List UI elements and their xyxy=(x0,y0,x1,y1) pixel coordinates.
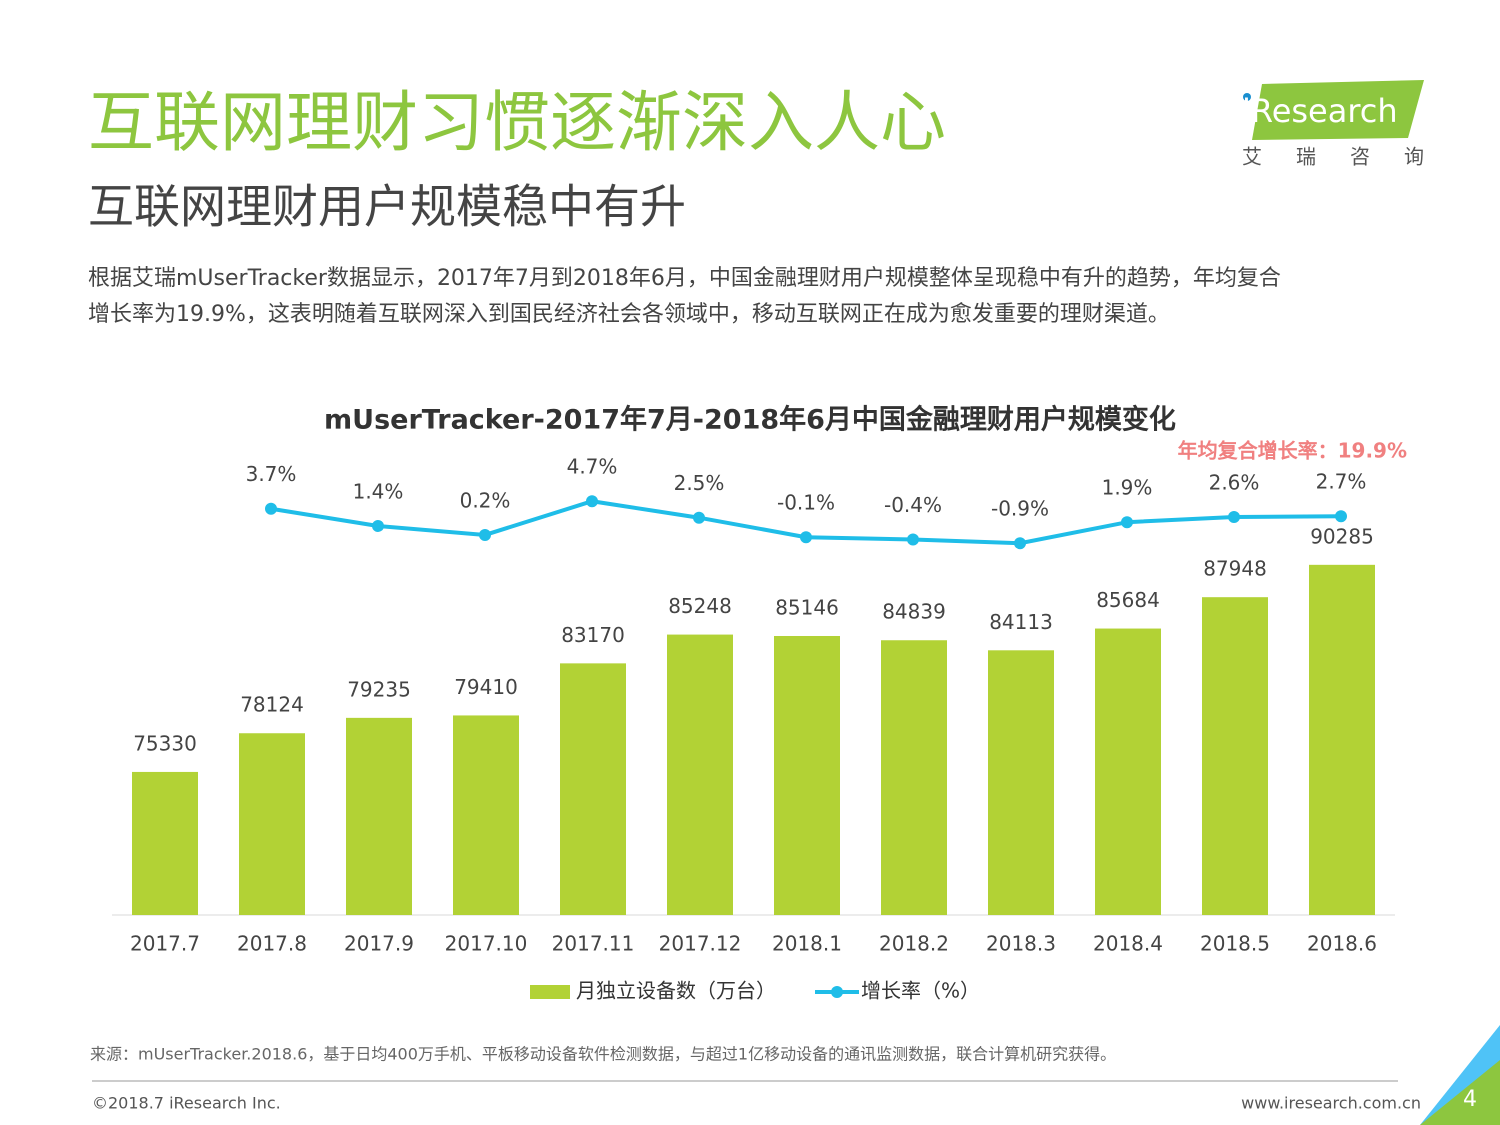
bar xyxy=(346,717,412,915)
legend-swatch xyxy=(831,986,843,998)
legend-label: 增长率（%） xyxy=(861,979,980,1003)
bar-label: 79235 xyxy=(347,677,411,701)
bar-label: 75330 xyxy=(133,731,197,755)
growth-point xyxy=(479,528,491,541)
growth-label: 1.9% xyxy=(1102,476,1153,500)
growth-label: 2.6% xyxy=(1209,470,1260,494)
page-number: 4 xyxy=(1463,1087,1477,1112)
growth-point xyxy=(1121,516,1133,529)
annotation: 年均复合增长率：19.9% xyxy=(1178,439,1407,463)
growth-label: -0.1% xyxy=(777,491,835,515)
growth-label: 0.2% xyxy=(460,488,511,512)
growth-label: 1.4% xyxy=(353,479,404,503)
growth-label: 4.7% xyxy=(567,455,618,479)
logo-brand: iResearch xyxy=(1242,92,1398,130)
growth-point xyxy=(800,531,812,544)
bar xyxy=(881,640,947,915)
x-tick-label: 2018.5 xyxy=(1200,932,1270,956)
logo-dot xyxy=(1243,93,1251,101)
copyright: ©2018.7 iResearch Inc. xyxy=(92,1094,281,1113)
growth-label: -0.4% xyxy=(884,493,942,517)
logo-cn: 艾 瑞 咨 询 xyxy=(1242,145,1424,169)
x-tick-label: 2018.4 xyxy=(1093,932,1163,956)
bar xyxy=(132,771,198,915)
logo-badge xyxy=(1252,80,1424,140)
x-tick-label: 2017.11 xyxy=(552,932,635,956)
bar xyxy=(1202,597,1268,915)
bar-label: 84839 xyxy=(882,600,946,624)
url: www.iresearch.com.cn xyxy=(1241,1094,1421,1113)
bar xyxy=(1095,628,1161,915)
bar xyxy=(560,663,626,915)
bar-label: 78124 xyxy=(240,693,304,717)
growth-label: 2.7% xyxy=(1316,470,1367,494)
x-tick-label: 2017.8 xyxy=(237,932,307,956)
bar-label: 79410 xyxy=(454,675,518,699)
x-tick-label: 2018.1 xyxy=(772,932,842,956)
bar xyxy=(774,635,840,915)
growth-label: 2.5% xyxy=(674,471,725,495)
bar xyxy=(1309,564,1375,915)
chart-title: mUserTracker-2017年7月-2018年6月中国金融理财用户规模变化 xyxy=(324,404,1176,436)
growth-label: -0.9% xyxy=(991,497,1049,521)
growth-point xyxy=(586,495,598,508)
x-tick-label: 2017.10 xyxy=(445,932,528,956)
bar-label: 90285 xyxy=(1310,524,1374,548)
growth-point xyxy=(907,533,919,546)
x-tick-label: 2018.3 xyxy=(986,932,1056,956)
growth-point xyxy=(1228,510,1240,523)
subtitle: 互联网理财用户规模稳中有升 xyxy=(88,180,686,234)
x-tick-label: 2017.7 xyxy=(130,932,200,956)
bar xyxy=(988,650,1054,915)
legend-swatch xyxy=(530,985,570,999)
bar xyxy=(453,715,519,915)
paragraph-line: 根据艾瑞mUserTracker数据显示，2017年7月到2018年6月，中国金… xyxy=(88,266,1281,291)
bar-label: 84113 xyxy=(989,610,1053,634)
corner-green xyxy=(1420,1060,1500,1125)
source: 来源：mUserTracker.2018.6，基于日均400万手机、平板移动设备… xyxy=(90,1045,1116,1064)
x-tick-label: 2018.6 xyxy=(1307,932,1377,956)
growth-point xyxy=(265,502,277,515)
title: 互联网理财习惯逐渐深入人心 xyxy=(88,84,946,161)
legend-label: 月独立设备数（万台） xyxy=(576,979,776,1003)
x-tick-label: 2017.12 xyxy=(659,932,742,956)
x-tick-label: 2017.9 xyxy=(344,932,414,956)
growth-point xyxy=(1014,537,1026,550)
bar-label: 87948 xyxy=(1203,557,1267,581)
growth-point xyxy=(372,519,384,532)
growth-point xyxy=(1335,510,1347,523)
growth-label: 3.7% xyxy=(246,462,297,486)
bar-label: 85684 xyxy=(1096,588,1160,612)
x-tick-label: 2018.2 xyxy=(879,932,949,956)
growth-point xyxy=(693,511,705,524)
bar xyxy=(239,733,305,915)
bar xyxy=(667,634,733,915)
bar-label: 85248 xyxy=(668,594,732,618)
bar-label: 83170 xyxy=(561,623,625,647)
paragraph-line: 增长率为19.9%，这表明随着互联网深入到国民经济社会各领域中，移动互联网正在成… xyxy=(88,302,1170,327)
bar-label: 85146 xyxy=(775,595,839,619)
